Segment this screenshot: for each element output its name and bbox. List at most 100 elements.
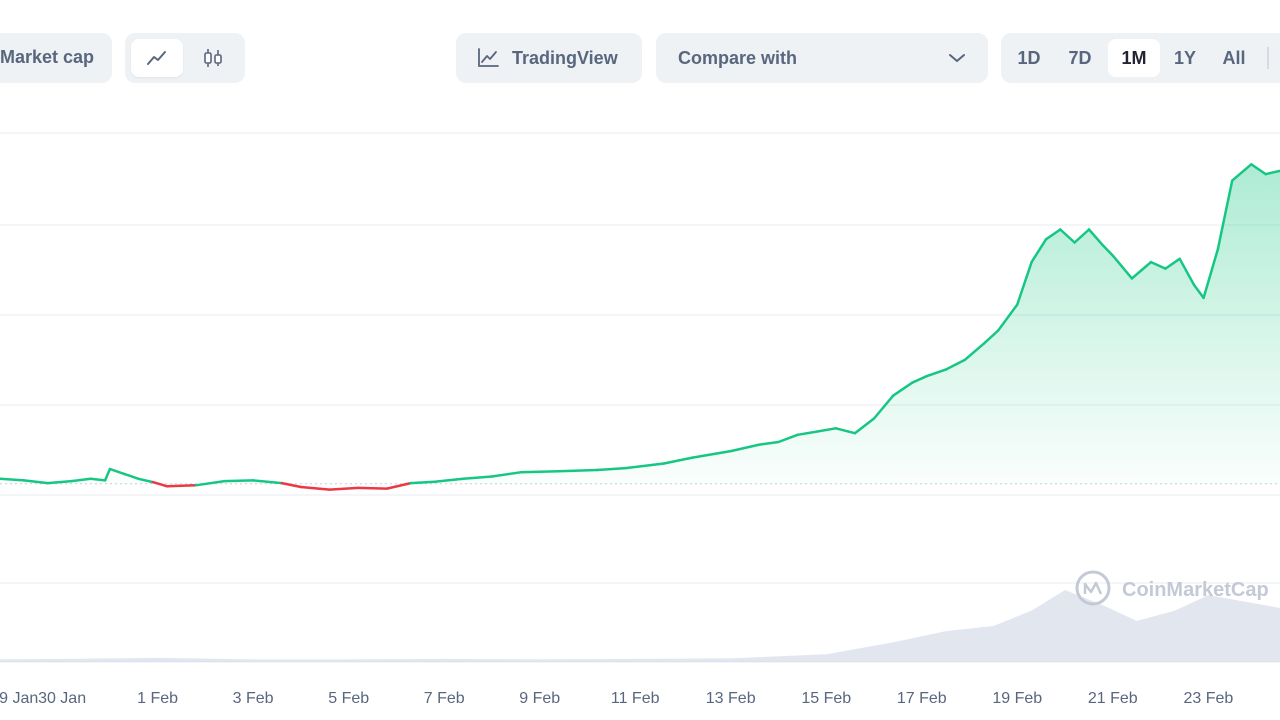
price-line-segment — [409, 480, 436, 485]
x-tick-label: 5 Feb — [328, 690, 369, 707]
price-line-segment — [1149, 260, 1167, 270]
price-line-segment — [1059, 228, 1076, 244]
price-line-segment — [223, 479, 255, 483]
price-line-segment — [22, 479, 50, 485]
market-cap-tab[interactable]: Market cap — [0, 47, 95, 67]
x-tick-label: 13 Feb — [706, 690, 756, 707]
price-line-segment — [982, 329, 1000, 345]
price-line-segment — [1030, 238, 1048, 264]
price-line-segment — [815, 427, 838, 433]
price-line-segment — [385, 481, 412, 490]
line-chart-icon — [147, 51, 166, 65]
price-line-segment — [910, 374, 928, 384]
price-area-fill — [0, 164, 1280, 484]
price-line-segment — [151, 480, 169, 488]
chart-type-toggle — [125, 33, 245, 83]
price-line-segment — [796, 430, 818, 437]
price-line-segment — [299, 485, 331, 491]
watermark-text: CoinMarketCap — [1122, 579, 1269, 601]
price-line-segment — [944, 358, 967, 371]
price-line-segment — [1087, 228, 1105, 248]
price-line-segment — [834, 427, 857, 435]
price-line-segment — [122, 472, 140, 481]
price-line-segment — [103, 467, 112, 482]
range-7d-button[interactable]: 7D — [1068, 47, 1092, 68]
price-line-segment — [1073, 228, 1091, 244]
coinmarketcap-logo-icon — [1075, 570, 1111, 606]
price-line-segment — [165, 484, 198, 488]
price-line-segment — [46, 479, 73, 485]
watermark: CoinMarketCap — [1075, 570, 1269, 606]
price-line-segment — [1178, 257, 1196, 287]
price-line-segment — [0, 477, 26, 482]
price-line-segment — [557, 468, 599, 473]
tradingview-label: TradingView — [512, 47, 618, 68]
price-line-segment — [1264, 169, 1280, 176]
price-line-segment — [691, 449, 732, 459]
chevron-down-icon — [949, 54, 965, 62]
price-line-segment — [1016, 260, 1033, 306]
volume-area — [0, 590, 1280, 662]
x-tick-label: 3 Feb — [233, 690, 274, 707]
price-line-segment — [1111, 254, 1134, 280]
price-line-segment — [194, 479, 226, 487]
x-tick-label: 29 Jan — [0, 690, 38, 707]
x-tick-label: 23 Feb — [1183, 690, 1233, 707]
range-1m-button[interactable]: 1M — [1108, 39, 1160, 77]
price-line-segment — [662, 456, 694, 465]
x-tick-label: 30 Jan — [38, 690, 86, 707]
line-chart-button[interactable] — [131, 39, 183, 77]
metric-selector[interactable]: Market cap — [0, 33, 112, 83]
price-line-segment — [356, 486, 389, 490]
x-tick-label: 7 Feb — [424, 690, 465, 707]
compare-with-dropdown[interactable]: Compare with — [656, 33, 988, 83]
tradingview-button[interactable]: TradingView — [456, 33, 642, 83]
price-line-segment — [1192, 283, 1205, 300]
range-1y-button[interactable]: 1Y — [1173, 47, 1197, 68]
x-tick-label: 11 Feb — [611, 690, 660, 707]
price-area-positive — [0, 164, 1280, 484]
price-line-segment — [328, 486, 360, 491]
price-line-segment — [251, 479, 284, 485]
price-line-segment — [1044, 228, 1062, 241]
price-line — [0, 163, 1280, 491]
candlestick-icon — [204, 49, 222, 67]
price-line-segment — [70, 477, 92, 483]
price-line-segment — [777, 433, 799, 444]
price-line-segment — [758, 440, 780, 446]
tradingview-chart-icon — [478, 48, 499, 67]
price-line-segment — [963, 342, 986, 362]
time-range-selector: 1D 7D 1M 1Y All — [1001, 33, 1280, 83]
price-line-segment — [280, 481, 303, 489]
range-1d-button[interactable]: 1D — [1017, 47, 1041, 68]
range-divider — [1267, 47, 1269, 69]
x-tick-label: 19 Feb — [992, 690, 1042, 707]
x-tick-label: 15 Feb — [801, 690, 851, 707]
x-tick-label: 9 Feb — [519, 690, 560, 707]
price-line-segment — [1216, 179, 1234, 251]
price-line-segment — [624, 462, 666, 470]
volume-series — [0, 590, 1280, 662]
price-line-segment — [1230, 163, 1253, 182]
price-line-segment — [1102, 244, 1115, 257]
price-line-segment — [433, 477, 465, 484]
price-line-segment — [853, 417, 876, 435]
price-line-segment — [925, 368, 947, 378]
price-line-segment — [996, 303, 1019, 332]
price-line-segment — [462, 475, 494, 481]
price-line-segment — [137, 477, 155, 484]
price-line-segment — [89, 477, 107, 482]
price-line-segment — [1130, 260, 1153, 280]
x-tick-label: 21 Feb — [1088, 690, 1138, 707]
price-line-segment — [729, 443, 761, 453]
price-line-segment — [1164, 257, 1181, 270]
range-all-button[interactable]: All — [1222, 47, 1246, 68]
price-line-segment — [519, 470, 561, 474]
price-line-segment — [872, 394, 895, 420]
candlestick-button[interactable] — [187, 39, 239, 77]
price-line-segment — [595, 466, 627, 472]
price-line-segment — [1202, 247, 1220, 300]
